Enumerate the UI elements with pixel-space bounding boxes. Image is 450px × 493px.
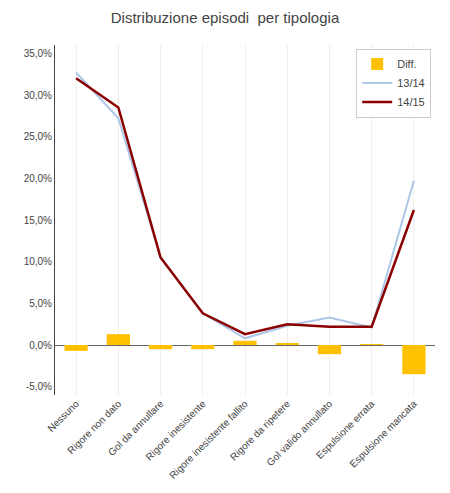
svg-text:Espulsione mancata: Espulsione mancata [347, 398, 419, 470]
svg-text:Rigore non dato: Rigore non dato [65, 398, 123, 456]
svg-text:14/15: 14/15 [397, 96, 425, 108]
svg-text:10,0%: 10,0% [24, 256, 52, 267]
svg-text:Rigore da ripetere: Rigore da ripetere [228, 398, 293, 463]
svg-text:15,0%: 15,0% [24, 215, 52, 226]
svg-text:Espulsione errata: Espulsione errata [314, 398, 377, 461]
svg-text:13/14: 13/14 [397, 77, 425, 89]
svg-text:25,0%: 25,0% [24, 131, 52, 142]
svg-text:5,0%: 5,0% [29, 298, 52, 309]
svg-text:35,0%: 35,0% [24, 48, 52, 59]
svg-text:-5,0%: -5,0% [26, 381, 52, 392]
svg-text:20,0%: 20,0% [24, 173, 52, 184]
svg-text:Rigore inesistente fallito: Rigore inesistente fallito [167, 398, 250, 481]
svg-text:Gol da annullare: Gol da annullare [106, 398, 166, 458]
svg-text:Gol valido annullato: Gol valido annullato [264, 398, 334, 468]
svg-text:30,0%: 30,0% [24, 90, 52, 101]
svg-text:Diff.: Diff. [397, 58, 416, 70]
svg-text:Distribuzione episodi per tip: Distribuzione episodi per tipologia [111, 9, 340, 26]
svg-text:0,0%: 0,0% [29, 340, 52, 351]
svg-text:Nessuno: Nessuno [45, 398, 81, 434]
svg-text:Rigore inesistente: Rigore inesistente [143, 398, 208, 463]
